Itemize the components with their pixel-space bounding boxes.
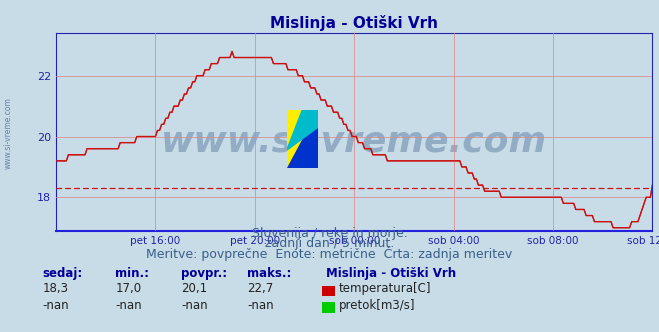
Text: www.si-vreme.com: www.si-vreme.com [161,125,547,159]
Text: 22,7: 22,7 [247,282,273,295]
Polygon shape [287,110,318,168]
Title: Mislinja - Otiški Vrh: Mislinja - Otiški Vrh [270,15,438,31]
Text: -nan: -nan [181,299,208,312]
Polygon shape [287,110,318,150]
Text: min.:: min.: [115,267,150,280]
Text: sedaj:: sedaj: [43,267,83,280]
Text: pretok[m3/s]: pretok[m3/s] [339,299,415,312]
Text: temperatura[C]: temperatura[C] [339,282,431,295]
Text: 18,3: 18,3 [43,282,69,295]
Text: Mislinja - Otiški Vrh: Mislinja - Otiški Vrh [326,267,456,280]
Text: zadnji dan / 5 minut.: zadnji dan / 5 minut. [265,237,394,250]
Text: 17,0: 17,0 [115,282,142,295]
Text: www.si-vreme.com: www.si-vreme.com [3,97,13,169]
Text: Slovenija / reke in morje.: Slovenija / reke in morje. [252,227,407,240]
Text: -nan: -nan [247,299,273,312]
Polygon shape [287,110,318,168]
Text: povpr.:: povpr.: [181,267,227,280]
Text: -nan: -nan [115,299,142,312]
Text: maks.:: maks.: [247,267,291,280]
Text: Meritve: povprečne  Enote: metrične  Črta: zadnja meritev: Meritve: povprečne Enote: metrične Črta:… [146,246,513,261]
Text: 20,1: 20,1 [181,282,208,295]
Text: -nan: -nan [43,299,69,312]
